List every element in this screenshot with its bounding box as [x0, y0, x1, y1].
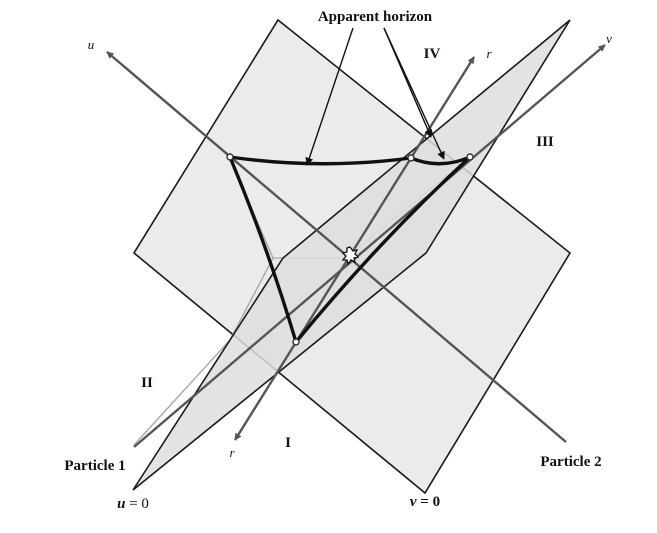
collision-star-icon	[341, 246, 360, 266]
horizon-point-mid	[407, 154, 415, 162]
v-zero-eq: = 0	[417, 494, 441, 510]
v-axis-label: v	[606, 31, 612, 46]
horizon-left-curve	[228, 156, 298, 343]
region-II-label: II	[141, 375, 153, 391]
horizon-pointer-left	[305, 27, 354, 166]
region-III-label: III	[536, 134, 554, 150]
r-axis-label-bottom: r	[229, 445, 235, 460]
r-axis	[233, 56, 476, 441]
horizon-point-right	[466, 153, 474, 161]
horizon-top-curve	[229, 155, 471, 166]
u-zero-var: u	[117, 496, 125, 512]
horizon-right-curve	[294, 155, 472, 344]
particle-2-label: Particle 2	[540, 454, 601, 470]
v-zero-label: v = 0	[410, 494, 440, 510]
horizon-point-bottom	[292, 338, 300, 346]
particle-1-label: Particle 1	[64, 458, 125, 474]
region-I-label: I	[285, 435, 291, 451]
u-zero-label: u = 0	[117, 496, 149, 512]
u-zero-eq: = 0	[125, 496, 148, 512]
region-IV-label: IV	[424, 46, 441, 62]
horizon-pointer-far-right	[383, 27, 445, 160]
r-axis-label-top: r	[486, 46, 492, 61]
u-axis-label: u	[88, 37, 95, 52]
horizon-point-left	[226, 153, 234, 161]
v-zero-var: v	[410, 494, 417, 510]
apparent-horizon-label: Apparent horizon	[318, 9, 433, 25]
